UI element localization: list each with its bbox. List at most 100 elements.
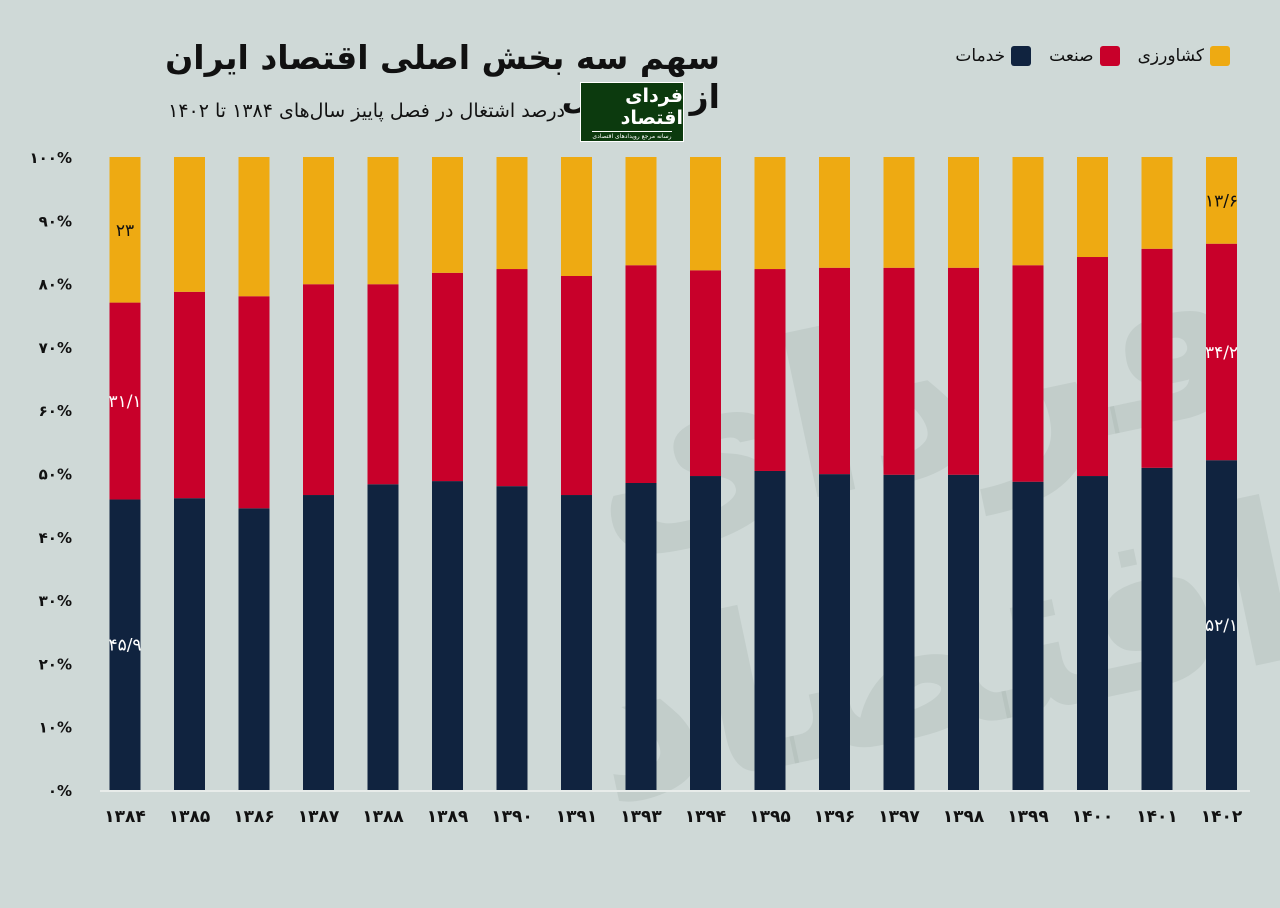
bar-segment (754, 269, 786, 471)
bar-segment (1141, 157, 1173, 249)
legend-item-agriculture: کشاورزی (1138, 46, 1230, 66)
bar-segment (819, 474, 850, 790)
bar-segment (432, 157, 463, 273)
y-tick-label: ۴۰% (39, 529, 72, 547)
bar-segment (1206, 460, 1237, 790)
bar-segment (754, 470, 786, 790)
bar-segment (690, 476, 721, 790)
legend-item-industry: صنعت (1049, 46, 1120, 66)
x-tick-label: ۱۳۹۵ (749, 807, 791, 827)
bar-segment (1206, 157, 1237, 244)
bar-segment (367, 484, 399, 790)
bar-segment (819, 267, 850, 475)
y-tick-label: ۵۰% (39, 466, 72, 484)
y-tick-label: ۹۰% (39, 212, 72, 230)
x-tick-label: ۱۳۹۶ (814, 807, 856, 827)
logo-text: فردای اقتصاد (620, 84, 683, 129)
legend-item-services: خدمات (955, 46, 1032, 66)
bar-segment (238, 296, 270, 509)
y-tick-label: ۱۰% (39, 719, 72, 737)
bar-segment (1012, 265, 1044, 482)
data-label: ۱۳/۶ (1205, 191, 1238, 211)
x-tick-label: ۱۳۸۹ (427, 807, 469, 827)
legend: کشاورزی صنعت خدمات (955, 46, 1230, 66)
x-tick-label: ۱۳۹۸ (943, 807, 985, 827)
bar-segment (174, 498, 205, 790)
legend-swatch (1011, 46, 1032, 66)
bar-segment (1012, 481, 1044, 790)
bar-segment (561, 157, 592, 277)
y-tick-label: ۰% (48, 782, 72, 800)
legend-swatch (1099, 46, 1120, 66)
bar-segment (625, 265, 657, 483)
bar-segment (367, 157, 399, 285)
x-tick-label: ۱۳۹۴ (685, 807, 727, 827)
bar-segment (496, 157, 528, 270)
data-label: ۲۳ (116, 221, 134, 241)
x-tick-label: ۱۳۹۷ (878, 807, 920, 827)
legend-label: کشاورزی (1137, 46, 1204, 66)
bar-segment (303, 284, 334, 496)
bar-segment (238, 157, 270, 297)
x-tick-label: ۱۳۹۹ (1007, 807, 1049, 827)
x-tick-label: ۱۴۰۱ (1136, 807, 1178, 827)
bar-segment (174, 157, 205, 292)
x-tick-label: ۱۳۸۴ (104, 807, 146, 827)
data-label: ۵۲/۱ (1205, 616, 1238, 636)
bar-segment (819, 157, 850, 268)
bar-segment (109, 499, 141, 790)
legend-swatch (1210, 46, 1230, 66)
y-tick-label: ۶۰% (39, 402, 72, 420)
bar-segment (1141, 248, 1173, 468)
bar-segment (1077, 257, 1108, 477)
data-label: ۴۵/۹ (108, 636, 141, 656)
bar-segment (238, 508, 270, 790)
x-tick-label: ۱۴۰۲ (1201, 807, 1243, 827)
y-tick-label: ۱۰۰% (30, 149, 73, 167)
bar-segment (883, 267, 915, 475)
bar-segment (1077, 476, 1108, 790)
bar-segment (496, 486, 528, 790)
bar-segment (754, 157, 786, 270)
bar-segment (109, 157, 141, 303)
bar-segment (303, 495, 334, 790)
bar-segment (303, 157, 334, 285)
bar-segment (883, 157, 915, 268)
y-tick-label: ۲۰% (39, 655, 72, 673)
x-tick-label: ۱۳۹۰ (491, 807, 533, 827)
legend-label: صنعت (1049, 46, 1094, 66)
brand-logo: فردای اقتصاد رسانه مرجع رویدادهای اقتصاد… (580, 82, 684, 142)
bar-segment (1077, 157, 1108, 258)
stacked-bar-chart: ۰% ۱۰% ۲۰% ۳۰% ۴۰% ۵۰% ۶۰% ۷۰% ۸۰% ۹۰% ۱۰۰% ۴۵/۹ ۳۱/… (30, 149, 1250, 827)
bar-segment (1141, 467, 1173, 790)
data-label: ۳۴/۲ (1205, 343, 1238, 363)
logo-tagline: رسانه مرجع رویدادهای اقتصادی (592, 130, 672, 140)
x-tick-label: ۱۳۹۱ (556, 807, 598, 827)
bar-segment (948, 157, 979, 268)
bar-segment (561, 495, 592, 790)
x-tick-label: ۱۴۰۰ (1072, 807, 1114, 827)
bar-segment (496, 269, 528, 487)
bar-segment (948, 474, 979, 790)
bar-segment (432, 272, 463, 482)
bar-segment (625, 482, 657, 790)
x-tick-label: ۱۳۹۳ (620, 807, 662, 827)
bar-segment (1206, 243, 1237, 461)
bar-segment (690, 270, 721, 477)
x-tick-label: ۱۳۸۸ (362, 807, 404, 827)
bar-segment (367, 284, 399, 485)
x-tick-label: ۱۳۸۷ (298, 807, 340, 827)
x-tick-label: ۱۳۸۶ (233, 807, 275, 827)
bar-segment (883, 474, 915, 790)
bar-segment (1012, 157, 1044, 266)
y-tick-label: ۸۰% (39, 276, 72, 294)
bar-segment (948, 267, 979, 475)
bar-segment (561, 276, 592, 496)
bar-segment (432, 481, 463, 790)
y-tick-label: ۷۰% (39, 339, 72, 357)
chart-subtitle: درصد اشتغال در فصل پاییز سال‌های ۱۳۸۴ تا… (168, 100, 565, 122)
legend-label: خدمات (955, 46, 1006, 66)
bar-segment (109, 302, 141, 500)
bar-segment (174, 291, 205, 499)
x-tick-label: ۱۳۸۵ (169, 807, 211, 827)
